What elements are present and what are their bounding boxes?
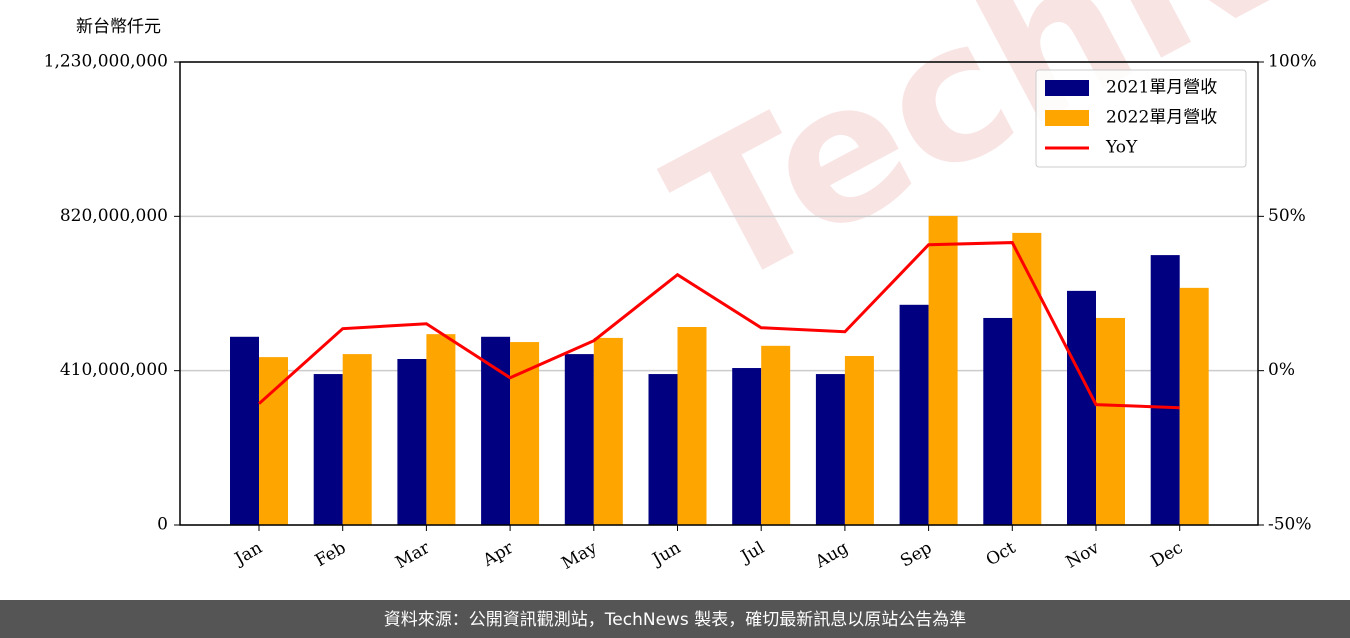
- legend-swatch: [1045, 110, 1089, 126]
- bar: [1012, 232, 1042, 525]
- yoy-line: [257, 241, 1180, 410]
- bar: [313, 374, 343, 525]
- bar: [732, 368, 762, 525]
- x-tick-label: Jan: [230, 538, 266, 570]
- legend-swatch: [1045, 80, 1089, 96]
- x-tick-label: Dec: [1148, 538, 1187, 572]
- x-tick-label: May: [558, 538, 601, 574]
- legend-label: YoY: [1105, 138, 1138, 158]
- y2-tick-label: 50%: [1268, 206, 1306, 226]
- bar: [1067, 290, 1096, 525]
- bar: [259, 357, 288, 525]
- x-tick-label: Jun: [648, 538, 685, 571]
- bar: [1150, 255, 1180, 526]
- bar: [899, 304, 929, 525]
- plot-frame: [179, 61, 1259, 526]
- bar: [983, 317, 1013, 525]
- bar: [677, 327, 707, 525]
- bar: [648, 374, 678, 525]
- bar: [1179, 287, 1209, 525]
- y-tick-label: 410,000,000: [60, 360, 168, 380]
- x-tick-label: Nov: [1063, 538, 1103, 573]
- bar: [342, 354, 372, 525]
- bar: [815, 374, 845, 525]
- bar: [928, 215, 958, 525]
- x-tick-label: Oct: [983, 538, 1019, 571]
- y2-tick-label: 0%: [1268, 360, 1295, 380]
- y-tick-label: 820,000,000: [60, 206, 168, 226]
- bar: [510, 342, 540, 525]
- x-tick-label: Mar: [392, 537, 434, 573]
- bar: [1096, 317, 1125, 525]
- x-tick-label: Aug: [811, 538, 852, 573]
- x-tick-label: Apr: [479, 537, 518, 571]
- legend-label: 2022單月營收: [1106, 108, 1217, 128]
- bar: [564, 354, 594, 525]
- bar: [844, 355, 874, 525]
- bar: [481, 336, 511, 525]
- footer-text: 資料來源：公開資訊觀測站，TechNews 製表，確切最新訊息以原站公告為準: [384, 610, 966, 630]
- bar: [230, 336, 259, 525]
- x-tick-label: Feb: [312, 538, 350, 571]
- bar: [397, 358, 427, 525]
- x-tick-label: Jul: [736, 538, 768, 568]
- bar: [761, 345, 791, 525]
- y-axis-label: 新台幣仟元: [76, 17, 161, 37]
- bar: [593, 337, 623, 525]
- y2-tick-label: 100%: [1268, 52, 1317, 72]
- footer-bar: [0, 600, 1350, 638]
- legend-label: 2021單月營收: [1106, 78, 1217, 98]
- y-tick-label: 0: [157, 515, 168, 535]
- bar: [426, 334, 456, 525]
- y2-tick-label: -50%: [1268, 515, 1312, 535]
- x-tick-label: Sep: [897, 538, 935, 572]
- y-tick-label: 1,230,000,000: [44, 52, 168, 72]
